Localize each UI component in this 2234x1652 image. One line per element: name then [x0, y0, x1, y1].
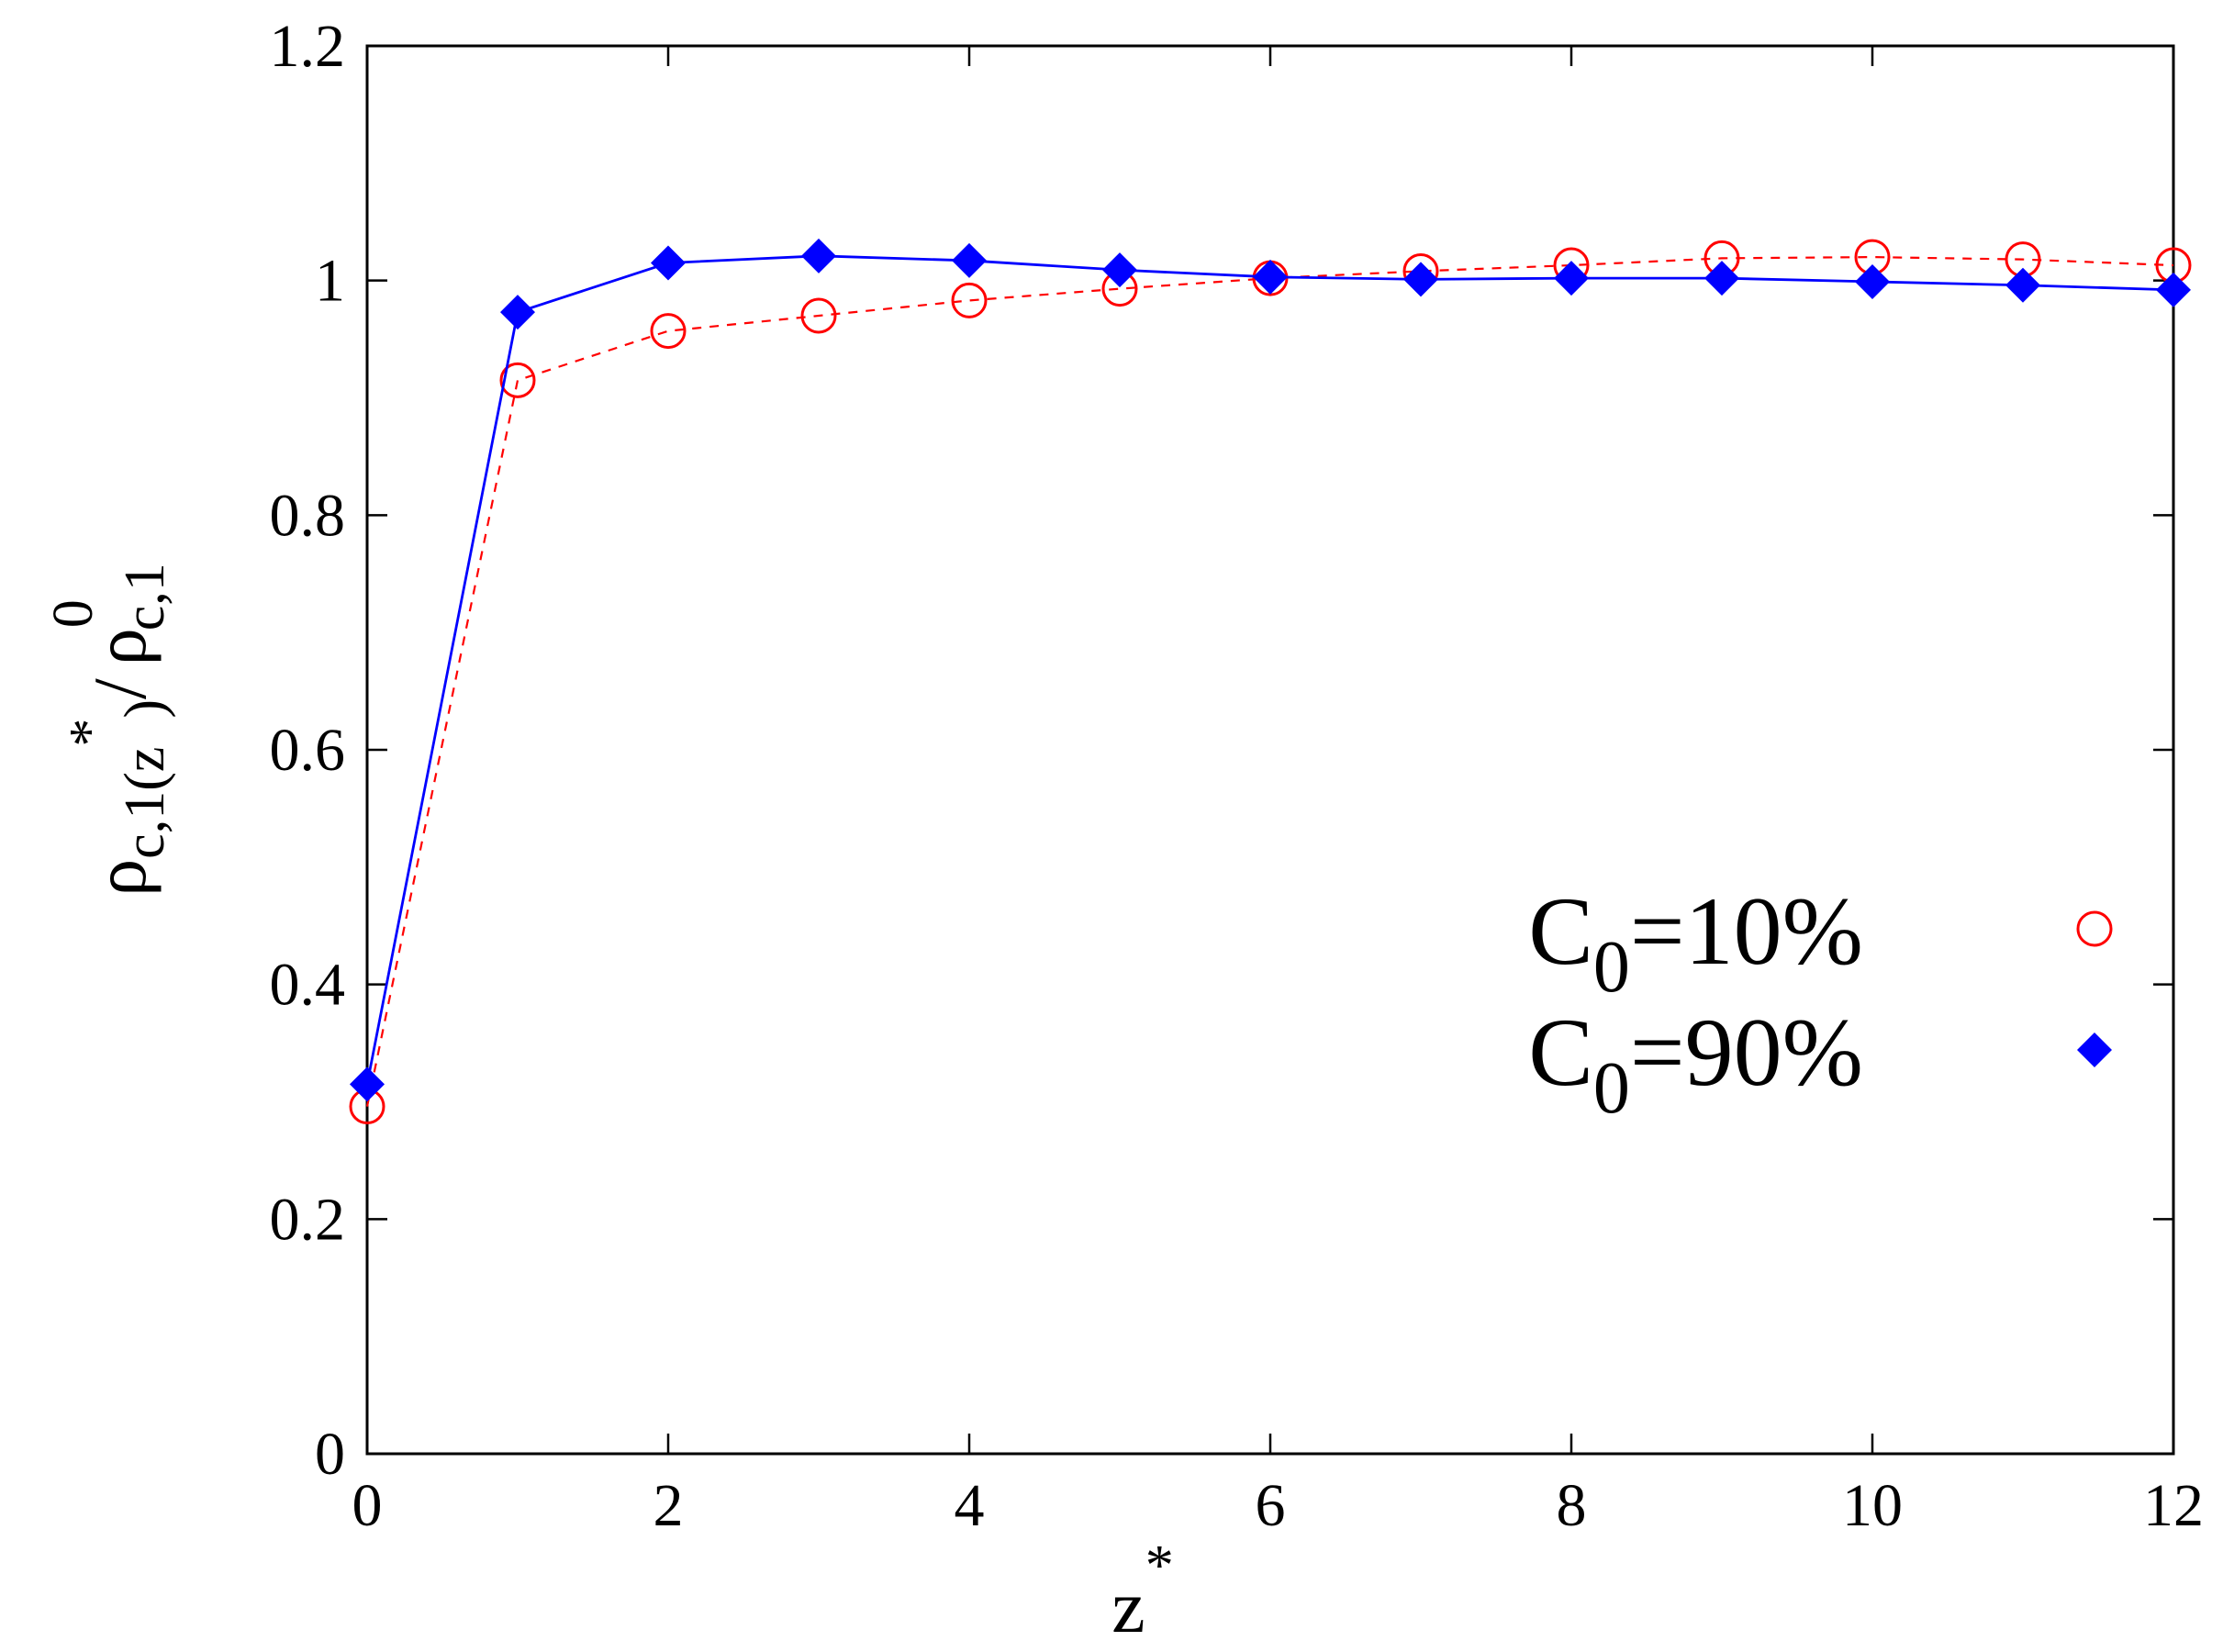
y-axis-label-slash: / — [78, 678, 162, 699]
y-tick-label: 0.2 — [270, 1186, 346, 1253]
series-line — [365, 254, 2174, 1085]
data-point — [2005, 267, 2040, 303]
series-1 — [349, 239, 2192, 1125]
legend-entry-1: C0=10% — [1528, 877, 2113, 1008]
y-axis-label-num-base: ρ — [78, 859, 162, 897]
legend-entry-2: C0=90% — [1528, 999, 2112, 1129]
data-point — [800, 297, 837, 334]
data-point — [1403, 262, 1438, 297]
y-axis-label: ρc,1(z*)/ρ0 c,1 — [42, 563, 176, 897]
series-2 — [350, 238, 2191, 1102]
data-point — [651, 245, 686, 281]
y-tick-label: 1 — [315, 248, 345, 315]
data-point — [952, 242, 987, 278]
x-axis-label: z* — [1111, 1535, 1173, 1648]
x-axis-label-sup: * — [1145, 1535, 1174, 1597]
data-point — [1704, 261, 1739, 296]
y-axis-label-den-base: ρ — [78, 628, 162, 665]
x-tick-label: 10 — [1842, 1472, 1903, 1539]
y-tick-label: 0.4 — [270, 952, 346, 1019]
y-tick-label: 0.8 — [270, 482, 346, 549]
x-axis-label-base: z — [1111, 1565, 1145, 1648]
x-tick-label: 2 — [653, 1472, 684, 1539]
x-tick-label: 6 — [1256, 1472, 1286, 1539]
data-point — [1253, 259, 1288, 295]
x-tick-label: 4 — [955, 1472, 985, 1539]
y-tick-label: 0.6 — [270, 717, 346, 784]
data-point — [499, 362, 536, 398]
y-tick-label: 0 — [315, 1421, 345, 1488]
data-point — [1855, 263, 1890, 299]
y-axis-label-num-sup: * — [59, 719, 121, 747]
legend-marker — [2076, 910, 2113, 947]
data-point — [1102, 252, 1137, 288]
y-axis-label-den-sup: 0 — [42, 599, 105, 628]
y-axis-label-num-sub: c,1(z — [114, 747, 176, 859]
series-line — [365, 255, 2174, 1107]
x-tick-label: 12 — [2143, 1472, 2204, 1539]
data-point — [350, 1066, 385, 1102]
data-point — [951, 282, 988, 318]
legend-marker — [2077, 1032, 2112, 1067]
data-point — [500, 295, 535, 330]
y-axis-label-den-sub: c,1 — [114, 563, 176, 631]
data-point — [801, 238, 836, 273]
x-tick-label: 0 — [352, 1472, 383, 1539]
plot-frame — [365, 44, 2175, 1456]
data-point — [1554, 261, 1589, 296]
data-point — [650, 313, 687, 350]
legend-label: C0=90% — [1528, 999, 1863, 1129]
y-tick-label: 1.2 — [270, 13, 346, 80]
data-point — [2156, 272, 2191, 307]
x-tick-label: 8 — [1557, 1472, 1587, 1539]
y-axis-label-num-close: ) — [114, 699, 176, 719]
legend-label: C0=10% — [1528, 877, 1863, 1008]
